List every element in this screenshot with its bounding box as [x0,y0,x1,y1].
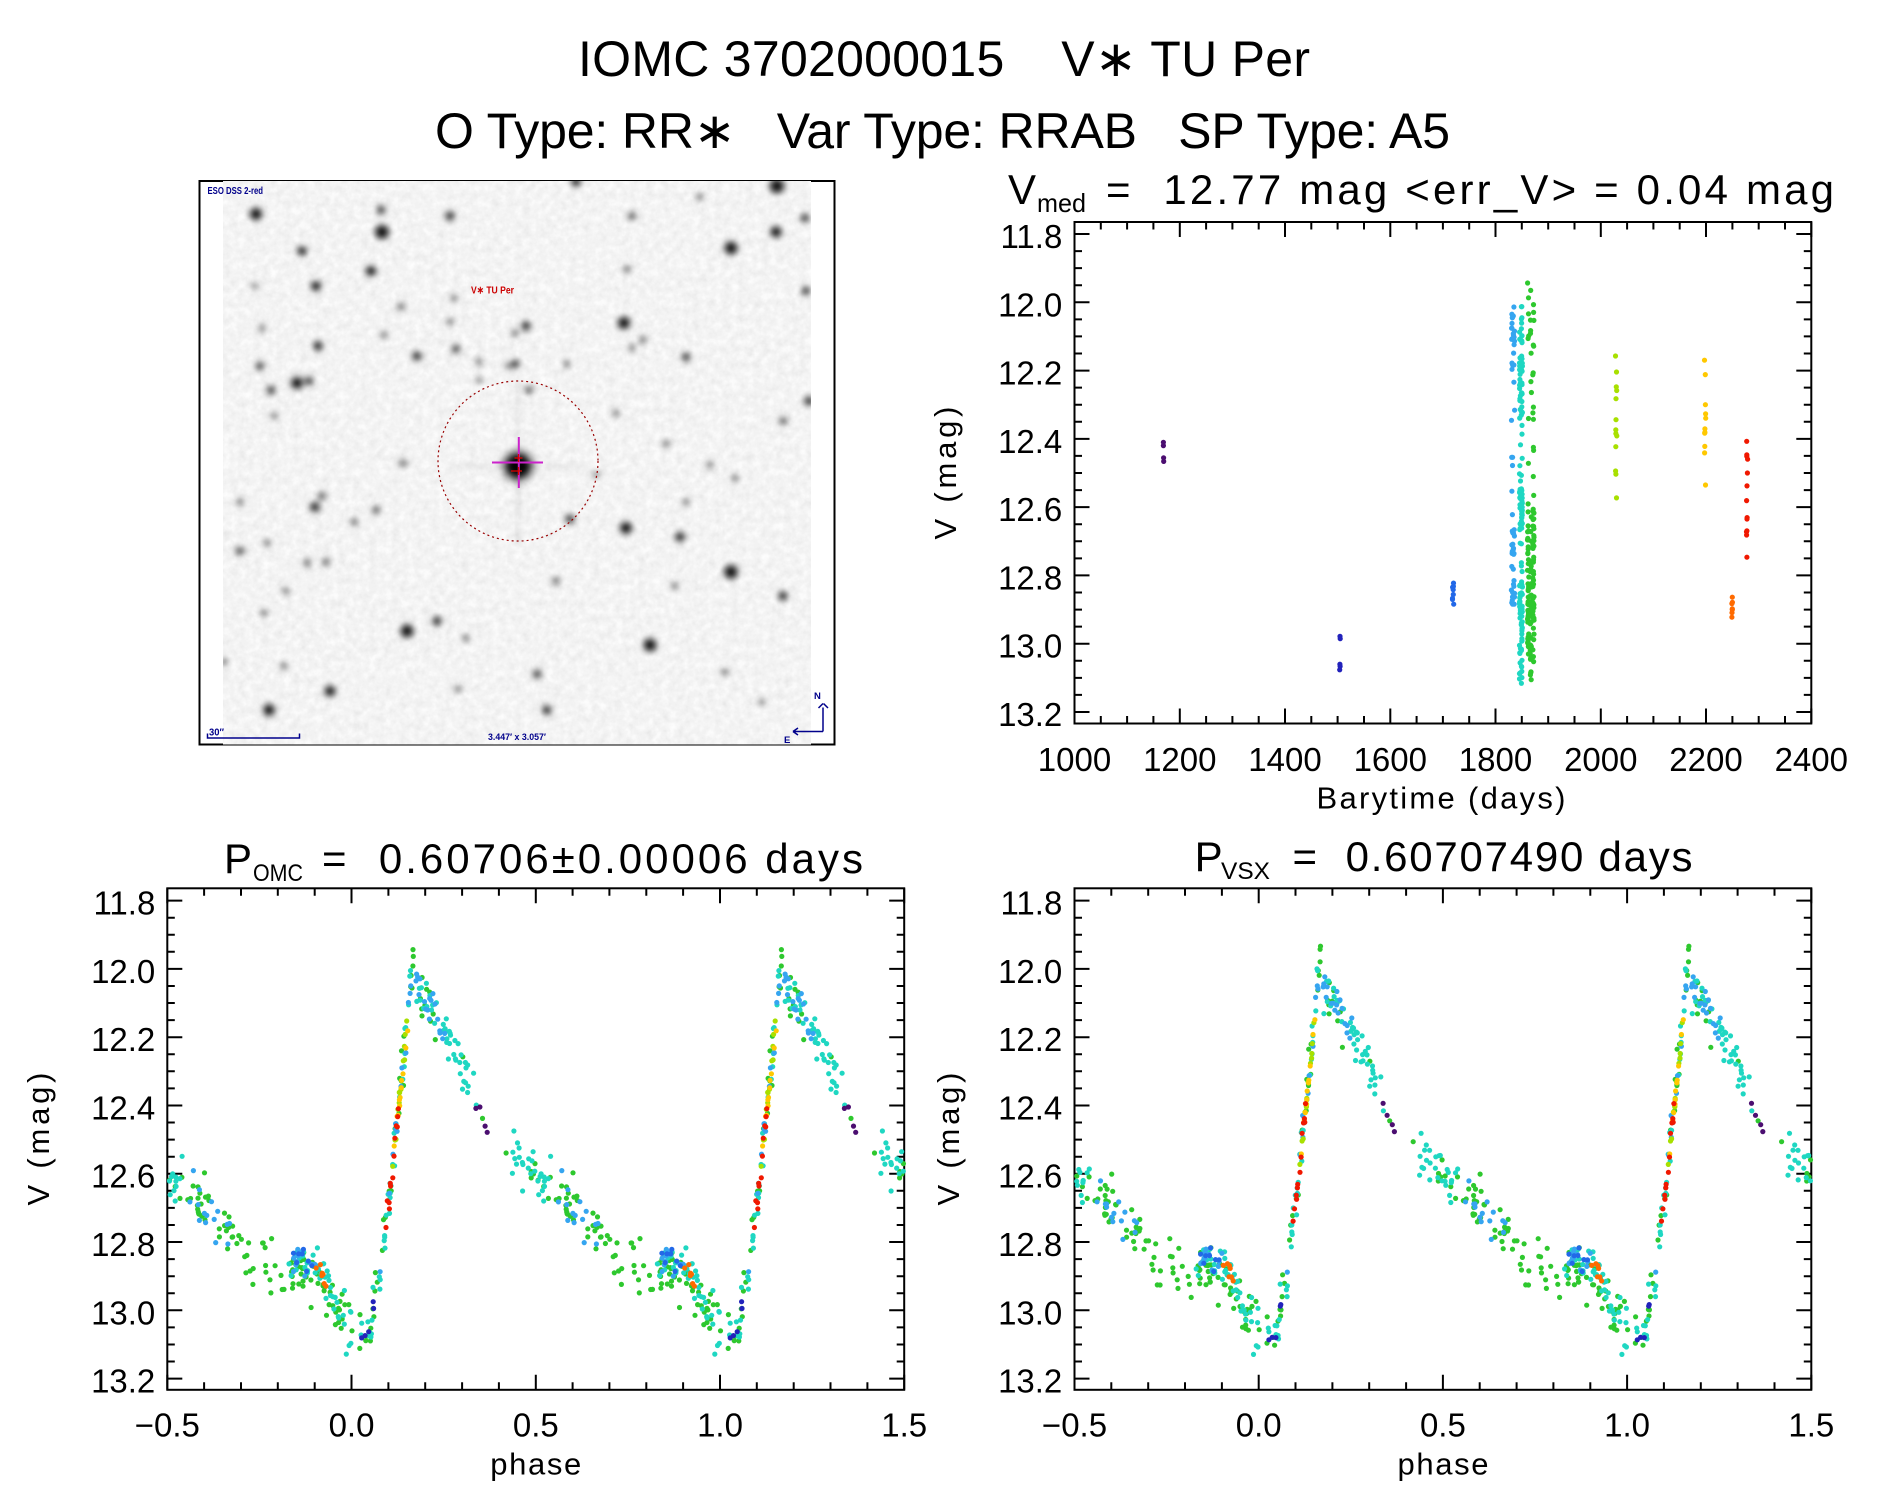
svg-text:V (mag): V (mag) [931,1073,966,1206]
svg-text:med: med [1037,188,1086,218]
svg-text:V (mag): V (mag) [21,1073,56,1206]
svg-text:0.0: 0.0 [1236,1406,1282,1443]
svg-text:1000: 1000 [1038,741,1111,778]
svg-text:Barytime (days): Barytime (days) [1317,781,1566,816]
svg-text:phase: phase [1398,1446,1489,1481]
svg-text:N: N [814,691,821,702]
svg-text:1.5: 1.5 [1788,1406,1834,1443]
svg-text:12.2: 12.2 [998,355,1062,392]
svg-text:1.0: 1.0 [697,1406,743,1443]
svg-text:1.0: 1.0 [1604,1406,1650,1443]
svg-text:O Type: RR∗ Var Type: RRAB: O Type: RR∗ Var Type: RRAB SP Type: A5 [435,103,1450,159]
svg-text:1.5: 1.5 [881,1406,927,1443]
svg-text:P: P [1195,833,1223,880]
svg-text:P: P [224,835,252,882]
svg-text:12.4: 12.4 [998,1090,1062,1127]
svg-text:12.0: 12.0 [998,286,1062,323]
svg-text:1800: 1800 [1459,741,1532,778]
svg-text:12.2: 12.2 [998,1021,1062,1058]
svg-text:13.2: 13.2 [91,1363,155,1400]
svg-text:13.2: 13.2 [998,696,1062,733]
svg-text:11.8: 11.8 [1001,218,1063,255]
svg-text:V∗ TU Per: V∗ TU Per [471,285,514,297]
svg-text:1600: 1600 [1354,741,1427,778]
svg-text:= 0.60706±0.00006 days: = 0.60706±0.00006 days [322,835,863,882]
svg-text:= 12.77 mag <err_V> = 0.04 ma: = 12.77 mag <err_V> = 0.04 mag [1106,166,1834,213]
svg-text:11.8: 11.8 [94,885,156,922]
svg-text:0.0: 0.0 [329,1406,375,1443]
svg-text:13.0: 13.0 [998,628,1062,665]
svg-text:−0.5: −0.5 [135,1406,200,1443]
svg-text:11.8: 11.8 [1001,885,1063,922]
svg-text:ESO DSS 2-red: ESO DSS 2-red [208,185,264,197]
svg-text:2000: 2000 [1564,741,1637,778]
svg-text:12.0: 12.0 [91,953,155,990]
svg-text:OMC: OMC [253,860,303,887]
svg-text:12.8: 12.8 [998,559,1062,596]
svg-text:VSX: VSX [1221,858,1270,885]
svg-text:V: V [1008,166,1036,213]
svg-text:1200: 1200 [1143,741,1216,778]
svg-text:V (mag): V (mag) [928,407,963,540]
svg-text:1400: 1400 [1248,741,1321,778]
svg-text:13.2: 13.2 [998,1363,1062,1400]
svg-text:13.0: 13.0 [998,1294,1062,1331]
svg-text:E: E [784,735,790,746]
svg-text:−0.5: −0.5 [1042,1406,1107,1443]
svg-text:12.0: 12.0 [998,953,1062,990]
svg-text:2400: 2400 [1775,741,1848,778]
svg-text:13.0: 13.0 [91,1294,155,1331]
svg-text:phase: phase [490,1446,581,1481]
svg-text:12.2: 12.2 [91,1021,155,1058]
svg-text:0.5: 0.5 [513,1406,559,1443]
svg-text:12.6: 12.6 [91,1158,155,1195]
svg-text:IOMC 3702000015 V∗ TU Per: IOMC 3702000015 V∗ TU Per [578,31,1310,87]
svg-text:12.4: 12.4 [91,1090,155,1127]
svg-text:12.6: 12.6 [998,1158,1062,1195]
svg-text:2200: 2200 [1669,741,1742,778]
svg-text:12.8: 12.8 [91,1226,155,1263]
svg-text:0.5: 0.5 [1420,1406,1466,1443]
svg-text:= 0.60707490 days: = 0.60707490 days [1293,833,1693,880]
svg-text:12.4: 12.4 [998,423,1062,460]
svg-text:12.6: 12.6 [998,491,1062,528]
svg-text:30″: 30″ [209,727,224,739]
svg-text:3.447′ x 3.057′: 3.447′ x 3.057′ [488,732,547,743]
svg-text:12.8: 12.8 [998,1226,1062,1263]
